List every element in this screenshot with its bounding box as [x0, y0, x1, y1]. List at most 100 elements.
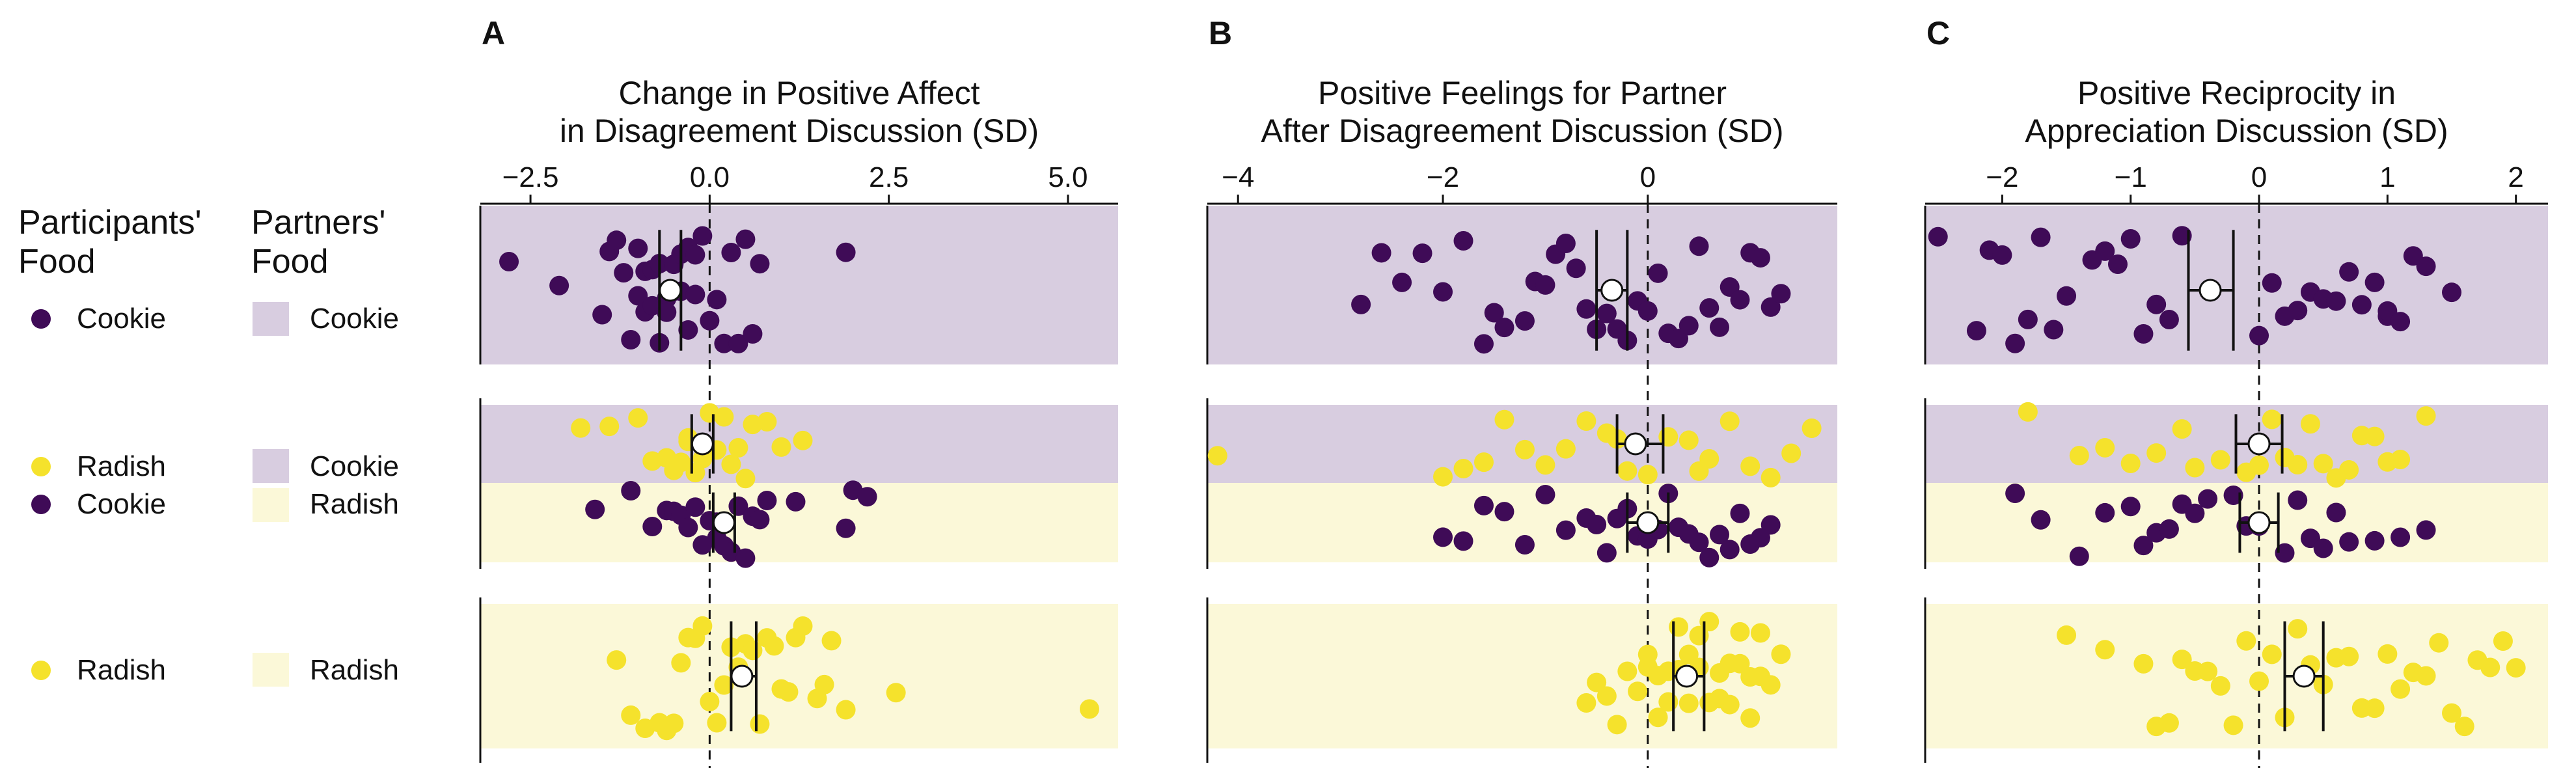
data-point-radish: [2506, 658, 2526, 678]
data-point-radish: [821, 631, 842, 651]
band-cookie-cookie: [1925, 206, 2548, 364]
data-point-radish: [1576, 693, 1596, 713]
data-point-cookie: [2351, 295, 2372, 315]
data-point-radish: [2429, 633, 2449, 653]
legend-dot-radish: [31, 661, 51, 680]
data-point-cookie: [1494, 318, 1514, 338]
data-point-cookie: [2377, 301, 2398, 321]
data-point-radish: [2416, 666, 2436, 686]
x-tick-label: −2: [1427, 161, 1459, 193]
x-tick-label: 0: [2251, 161, 2267, 193]
data-point-radish: [1761, 467, 1781, 487]
data-point-cookie: [735, 548, 756, 568]
data-point-radish: [1587, 672, 1607, 692]
data-point-radish: [2198, 661, 2218, 681]
data-point-cookie: [786, 491, 806, 512]
data-point-radish: [1617, 661, 1637, 681]
data-point-cookie: [2364, 530, 2385, 551]
data-point-cookie: [685, 245, 706, 265]
x-tick-label: 1: [2379, 161, 2395, 193]
x-tick-label: 2.5: [869, 161, 909, 193]
x-tick-label: 5.0: [1048, 161, 1088, 193]
data-point-radish: [1679, 430, 1699, 450]
data-point-cookie: [1392, 272, 1412, 292]
legend-partner-label: Radish: [310, 488, 399, 520]
data-point-radish: [2095, 640, 2115, 660]
data-point-radish: [1669, 617, 1689, 637]
mean-marker: [691, 432, 714, 456]
data-point-cookie: [2364, 272, 2385, 292]
data-point-cookie: [750, 510, 770, 530]
data-point-radish: [793, 616, 813, 636]
data-point-cookie: [2146, 294, 2167, 314]
data-point-radish: [1607, 715, 1627, 735]
x-tick-label: −2.5: [502, 161, 559, 193]
panel-title-line: Change in Positive Affect: [619, 75, 980, 111]
data-point-radish: [1679, 644, 1699, 665]
data-point-cookie: [714, 333, 734, 353]
mean-marker: [659, 279, 682, 302]
data-point-cookie: [1494, 502, 1514, 522]
data-point-cookie: [1484, 303, 1504, 323]
panel-a: −2.5 0.0 2.5 5.0 A Change in Positive Affecti…: [479, 15, 1118, 768]
data-point-radish: [1596, 686, 1617, 706]
legend-participant-label: Cookie: [77, 488, 166, 520]
data-point-cookie: [685, 497, 706, 517]
data-point-radish: [664, 713, 684, 733]
legend-swatch-cookie: [253, 302, 289, 336]
panel-letter: C: [1926, 15, 1950, 51]
panel-title-line: After Disagreement Discussion (SD): [1261, 113, 1783, 149]
data-point-cookie: [628, 286, 648, 306]
data-point-cookie: [2069, 546, 2089, 566]
data-point-cookie: [1699, 298, 1720, 318]
data-point-cookie: [2044, 320, 2064, 340]
mean-marker: [2292, 665, 2316, 688]
legend-participant-label: Radish: [77, 450, 166, 482]
data-point-radish: [607, 650, 627, 670]
data-point-radish: [621, 705, 641, 725]
data-point-cookie: [2120, 229, 2141, 249]
data-point-cookie: [585, 499, 605, 519]
data-point-radish: [836, 700, 856, 720]
data-point-radish: [1453, 459, 1473, 479]
data-point-radish: [728, 438, 748, 458]
band-cookie-cookie: [480, 206, 1118, 364]
data-point-cookie: [607, 230, 627, 251]
data-point-cookie: [2442, 282, 2462, 303]
data-point-cookie: [621, 330, 641, 350]
legend-swatch-radish: [253, 653, 289, 687]
data-point-cookie: [1535, 484, 1555, 504]
data-point-cookie: [1709, 317, 1729, 337]
data-point-cookie: [1596, 543, 1617, 563]
data-point-cookie: [1992, 245, 2012, 265]
data-point-radish: [1576, 411, 1596, 431]
data-point-radish: [2018, 402, 2038, 422]
data-point-cookie: [1596, 303, 1617, 323]
data-point-radish: [1761, 675, 1781, 695]
data-point-radish: [628, 408, 648, 428]
legend-partner-label: Cookie: [310, 303, 399, 335]
data-point-cookie: [1709, 525, 1729, 545]
data-point-radish: [2133, 653, 2154, 674]
panel-letter: A: [482, 15, 505, 51]
data-point-cookie: [1730, 503, 1750, 523]
data-point-radish: [757, 411, 777, 432]
data-point-radish: [2249, 671, 2269, 691]
panel-b: −4 −2 0 B Positive Feelings for PartnerAfter…: [1206, 15, 1837, 768]
data-point-cookie: [1699, 547, 1720, 568]
legend-dot-radish: [31, 457, 51, 476]
panel-title-line: in Disagreement Discussion (SD): [560, 113, 1039, 149]
mean-marker: [1624, 432, 1647, 456]
mean-marker: [2247, 511, 2271, 534]
data-point-cookie: [2416, 256, 2436, 277]
data-point-radish: [2364, 426, 2385, 446]
data-point-radish: [1555, 439, 1576, 459]
data-point-radish: [1617, 461, 1637, 481]
x-tick-label: 0.0: [690, 161, 730, 193]
data-point-cookie: [2005, 484, 2025, 504]
data-point-cookie: [728, 333, 748, 353]
data-point-cookie: [1566, 258, 1586, 279]
data-point-radish: [1628, 681, 1648, 702]
